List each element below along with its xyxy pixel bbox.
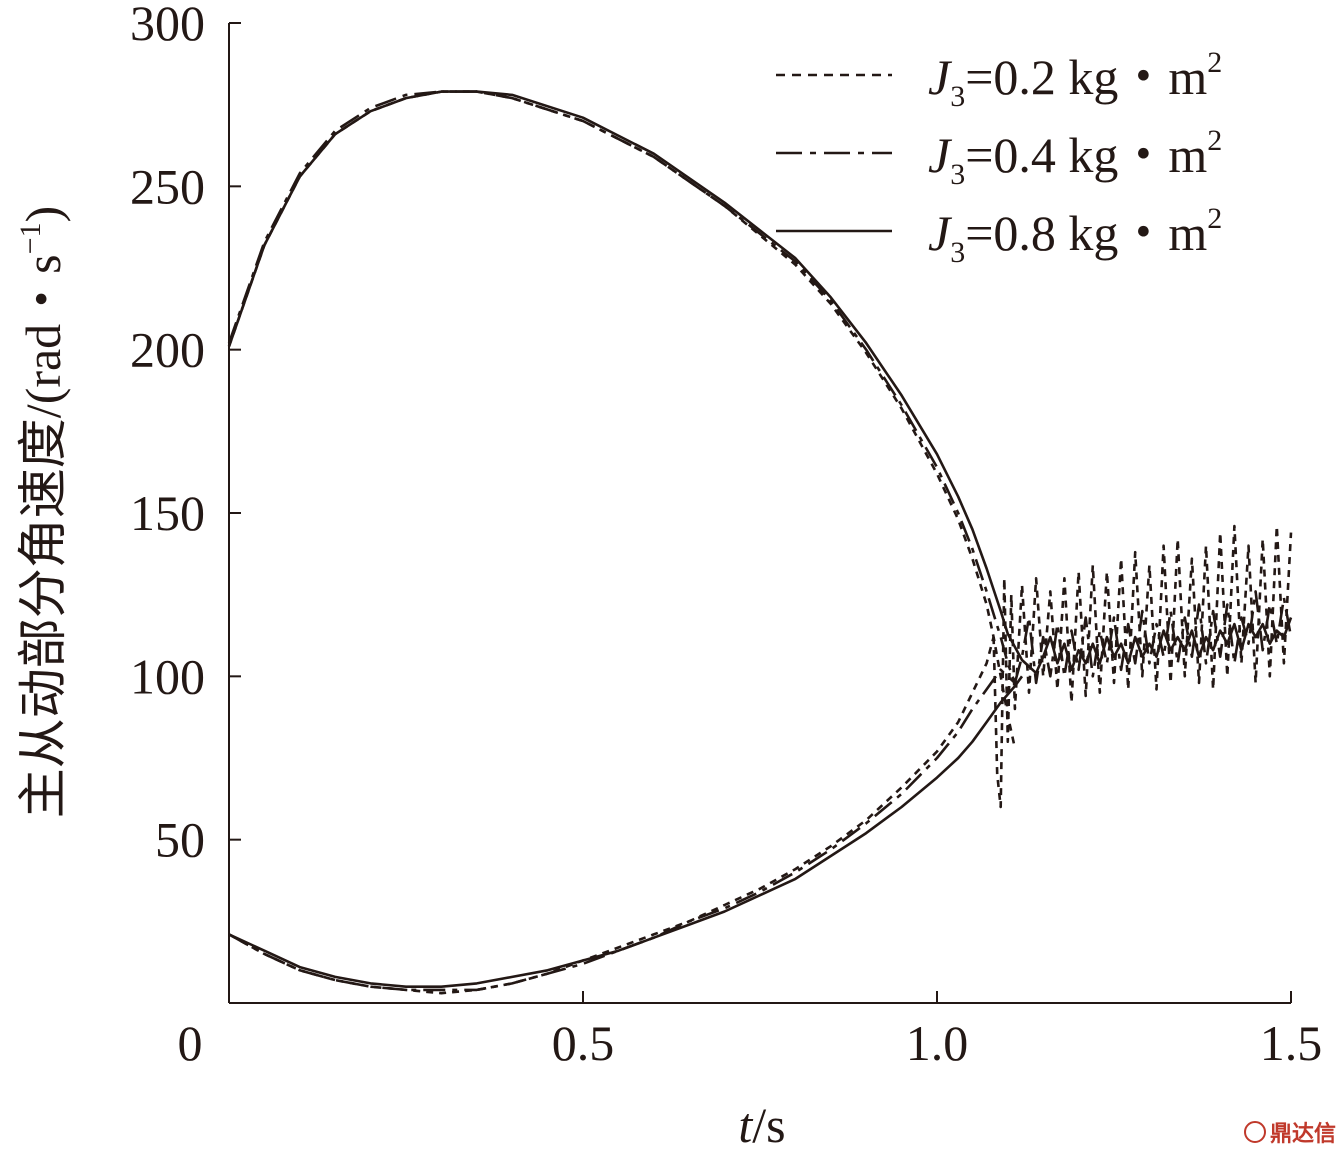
tick-labels: 0 0.5 1.0 1.5 50 100 150 200 250 300 [130, 0, 1322, 1071]
series-lines [227, 90, 1293, 995]
y-axis-title-sup: −1 [14, 222, 47, 254]
y-axis-title-close: ) [15, 206, 71, 223]
x-axis-title-unit: /s [752, 1097, 785, 1153]
x-tick-label: 1.5 [1260, 1015, 1323, 1071]
legend-entry: J3=0.2 kg・m2 [776, 46, 1222, 113]
series-line-oscillation [1034, 617, 1293, 674]
legend-label: J3=0.4 kg・m2 [928, 124, 1222, 191]
x-tick-label: 0 [178, 1015, 203, 1071]
x-axis-title-var: t [738, 1097, 753, 1153]
y-tick-label: 200 [130, 322, 205, 378]
legend-entry: J3=0.8 kg・m2 [776, 202, 1222, 269]
watermark-logo-icon [1243, 1121, 1266, 1143]
legend-label: J3=0.2 kg・m2 [928, 46, 1222, 113]
legend-entry: J3=0.4 kg・m2 [776, 124, 1222, 191]
watermark-text: 鼎达信 [1269, 1122, 1336, 1147]
series-line-driving [227, 90, 1017, 684]
y-axis-title: 主从动部分角速度/(rad・s−1) [14, 206, 71, 818]
series-line-driving [227, 90, 1017, 749]
series-line-driving [227, 90, 1037, 675]
y-tick-label: 100 [130, 648, 205, 704]
series-line-driven [228, 636, 995, 995]
series-solid [227, 90, 1293, 988]
x-tick-label: 1.0 [906, 1015, 969, 1071]
legend: J3=0.2 kg・m2 J3=0.4 kg・m2 J3=0.8 kg・m2 [776, 46, 1222, 269]
x-axis-title: t/s [738, 1097, 785, 1153]
legend-label: J3=0.8 kg・m2 [928, 202, 1222, 269]
y-axis-title-main: 主从动部分角速度/(rad・s [15, 254, 71, 818]
tick-marks [229, 22, 1292, 1003]
y-tick-label: 300 [130, 0, 205, 51]
y-tick-label: 250 [130, 158, 205, 214]
series-line-driven [228, 675, 1024, 988]
series-line-driven [228, 668, 1016, 992]
watermark: 鼎达信 [1243, 1116, 1336, 1148]
x-tick-label: 0.5 [552, 1015, 615, 1071]
y-tick-label: 150 [130, 485, 205, 541]
y-tick-label: 50 [155, 812, 205, 868]
